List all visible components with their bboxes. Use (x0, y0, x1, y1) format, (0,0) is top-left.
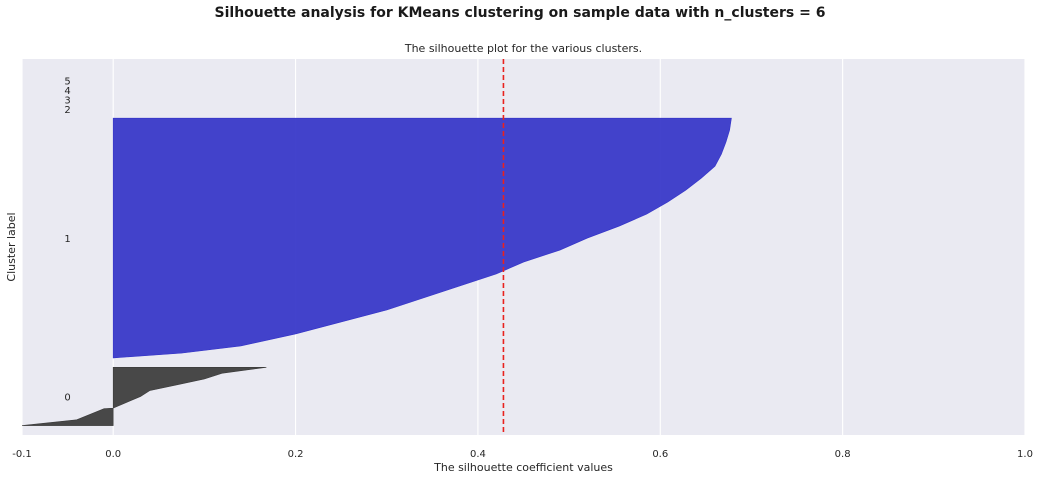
figure-suptitle: Silhouette analysis for KMeans clusterin… (214, 5, 826, 21)
y-axis-label: Cluster label (5, 212, 18, 281)
cluster-label: 2 (64, 105, 70, 116)
cluster-label: 1 (64, 234, 70, 245)
cluster-label: 4 (64, 86, 70, 97)
x-tick-label: 0.8 (835, 449, 851, 460)
x-tick-label: 0.0 (105, 449, 121, 460)
cluster-silhouettes (21, 117, 732, 426)
x-tick-label: 1.0 (1017, 449, 1033, 460)
cluster-label: 5 (64, 77, 70, 88)
x-tick-label: 0.4 (470, 449, 486, 460)
cluster-label: 0 (64, 392, 70, 403)
cluster-label: 3 (64, 95, 70, 106)
x-tick-label: 0.2 (288, 449, 304, 460)
x-tick-label: 0.6 (652, 449, 668, 460)
x-axis-label: The silhouette coefficient values (433, 461, 613, 474)
x-tick-labels: -0.1 0.0 0.2 0.4 0.6 0.8 1.0 (12, 449, 1033, 460)
x-tick-label: -0.1 (12, 449, 32, 460)
cluster-silhouette (21, 367, 267, 426)
plot-title: The silhouette plot for the various clus… (404, 42, 642, 55)
cluster-silhouette (112, 117, 732, 359)
